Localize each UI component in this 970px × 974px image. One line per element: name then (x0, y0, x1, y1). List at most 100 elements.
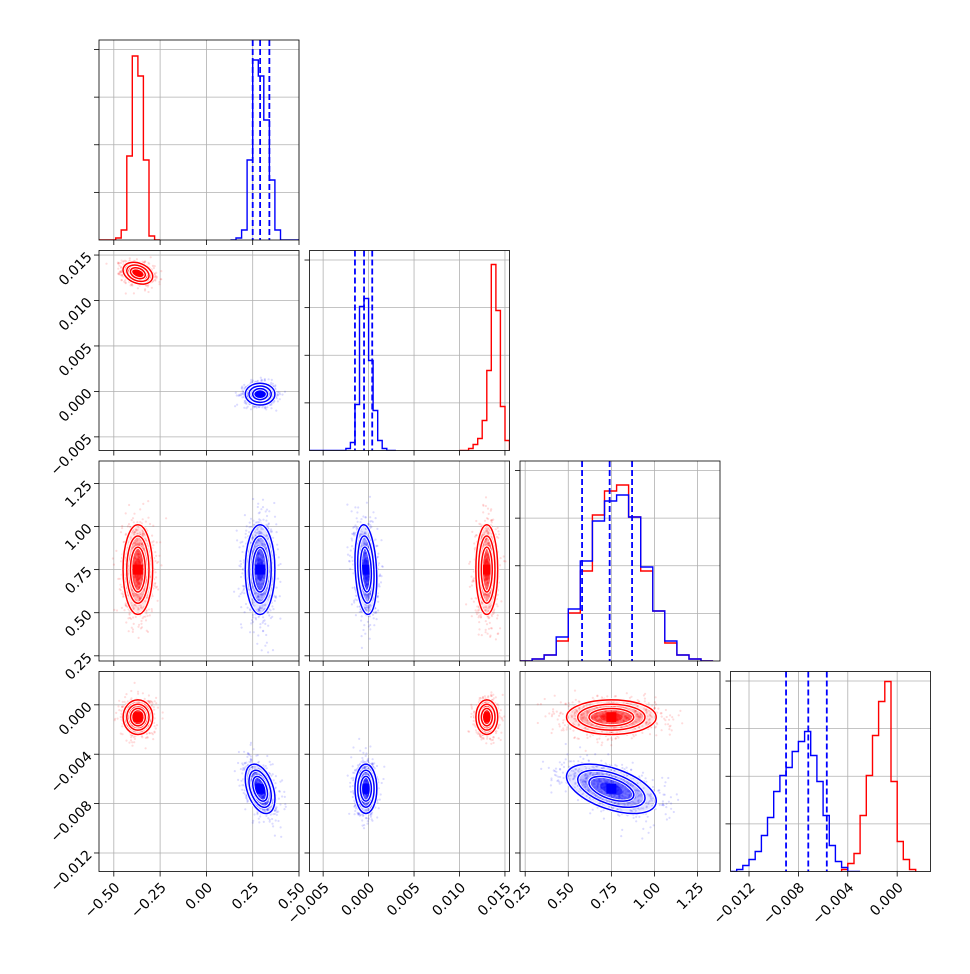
scatter-point (145, 612, 147, 614)
scatter-point (497, 605, 499, 607)
scatter-point (233, 591, 235, 593)
scatter-point (243, 407, 245, 409)
scatter-point (369, 496, 371, 498)
scatter-point (277, 400, 279, 402)
scatter-point (160, 278, 162, 280)
scatter-point (149, 614, 151, 616)
scatter-point (152, 544, 154, 546)
scatter-point (131, 519, 133, 521)
scatter-point (487, 508, 489, 510)
y-tick-label: 0.50 (62, 607, 95, 640)
scatter-point (488, 628, 490, 630)
scatter-point (151, 610, 153, 612)
scatter-point (260, 508, 262, 510)
scatter-point (275, 595, 277, 597)
scatter-point (270, 407, 272, 409)
scatter-point (160, 270, 162, 272)
scatter-point (136, 258, 138, 260)
y-tick-label: 1.25 (62, 478, 95, 511)
scatter-point (147, 517, 149, 519)
scatter-point (156, 586, 158, 588)
scatter-point (480, 616, 482, 618)
scatter-point (151, 287, 153, 289)
scatter-point (266, 515, 268, 517)
scatter-point (150, 256, 152, 258)
scatter-point (258, 616, 260, 618)
scatter-point (376, 618, 378, 620)
scatter-point (272, 608, 274, 610)
scatter-point (151, 541, 153, 543)
scatter-point (131, 627, 133, 629)
scatter-point (284, 391, 286, 393)
scatter-point (154, 582, 156, 584)
scatter-point (262, 616, 264, 618)
scatter-point (264, 379, 266, 381)
y-tick-label: 0.015 (56, 249, 96, 289)
scatter-point (486, 623, 488, 625)
scatter-point (247, 607, 249, 609)
scatter-point (136, 521, 138, 523)
scatter-point (469, 586, 471, 588)
scatter-point (480, 523, 482, 525)
scatter-point (241, 627, 243, 629)
scatter-point (274, 600, 276, 602)
scatter-point (249, 631, 251, 633)
scatter-point (154, 585, 156, 587)
scatter-point (157, 588, 159, 590)
scatter-point (279, 398, 281, 400)
scatter-point (241, 387, 243, 389)
scatter-point (157, 561, 159, 563)
scatter-point (147, 500, 149, 502)
scatter-point (261, 406, 263, 408)
scatter-point (276, 544, 278, 546)
scatter-point (271, 379, 273, 381)
scatter-point (482, 505, 484, 507)
scatter-point (133, 623, 135, 625)
y-tick-label: −0.005 (48, 431, 96, 479)
scatter-point (266, 406, 268, 408)
scatter-point (491, 627, 493, 629)
scatter-point (238, 394, 240, 396)
scatter-point (362, 515, 364, 517)
scatter-point (262, 499, 264, 501)
scatter-point (244, 514, 246, 516)
scatter-point (165, 517, 167, 519)
scatter-point (147, 285, 149, 287)
density-peak (133, 565, 143, 575)
scatter-point (475, 597, 477, 599)
scatter-point (360, 620, 362, 622)
scatter-point (157, 600, 159, 602)
scatter-point (121, 527, 123, 529)
scatter-point (257, 634, 259, 636)
scatter-point (277, 393, 279, 395)
scatter-point (369, 516, 371, 518)
panel-2-0: 0.250.500.751.001.25 (62, 461, 299, 684)
scatter-point (125, 621, 127, 623)
scatter-point (112, 557, 114, 559)
scatter-point (485, 496, 487, 498)
scatter-point (489, 622, 491, 624)
scatter-point (262, 506, 264, 508)
scatter-point (132, 616, 134, 618)
scatter-point (143, 616, 145, 618)
scatter-point (264, 623, 266, 625)
scatter-point (475, 520, 477, 522)
scatter-point (495, 638, 497, 640)
scatter-point (260, 377, 262, 379)
scatter-point (122, 596, 124, 598)
y-tick-label: 0.010 (56, 295, 96, 335)
scatter-point (478, 609, 480, 611)
density-peak (482, 565, 492, 575)
scatter-point (138, 637, 140, 639)
scatter-point (154, 274, 156, 276)
scatter-point (485, 631, 487, 633)
scatter-point (261, 649, 263, 651)
scatter-point (492, 613, 494, 615)
scatter-point (478, 628, 480, 630)
scatter-point (465, 603, 467, 605)
scatter-point (120, 586, 122, 588)
scatter-point (375, 517, 377, 519)
